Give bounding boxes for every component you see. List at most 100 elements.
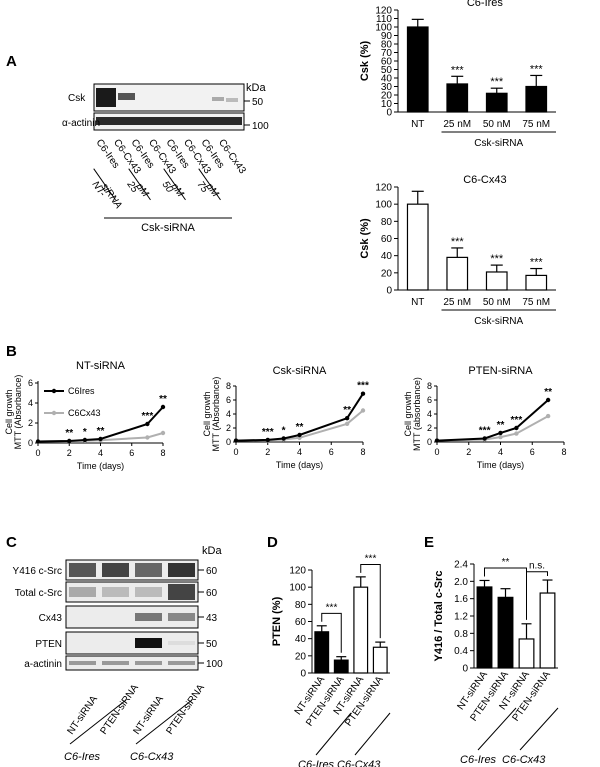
panel-label-c: C <box>6 534 17 551</box>
blot-c-group-line <box>69 699 127 745</box>
y-tick-label: 40 <box>381 251 393 262</box>
y-tick-label: 80 <box>295 600 307 611</box>
significance-label: ** <box>97 426 105 437</box>
data-point <box>265 437 270 443</box>
blot-c-kda: 60 <box>206 566 218 577</box>
blot-c-group-label: C6-Cx43 <box>130 751 174 763</box>
x-axis-label: Time (days) <box>477 460 524 470</box>
y-tick-label: 1.6 <box>454 594 468 605</box>
blot-c-band <box>69 563 96 577</box>
blot-c-group-label: C6-Ires <box>64 751 101 763</box>
series-line-c6cx43 <box>436 415 549 442</box>
chart-b-csk-sirna: 0 2 4 6 8 0 2 4 6 8 Csk-siRNA Time (days) Cell growt… <box>202 365 369 470</box>
x-tick-label: 75 nM <box>522 119 550 130</box>
y-axis-label: Y416 / Total c-Src <box>433 571 445 662</box>
bar <box>485 271 508 291</box>
y-tick-label: 4 <box>427 409 432 419</box>
bar <box>539 592 556 669</box>
y-tick-label: 100 <box>375 23 392 34</box>
blot-c-band <box>135 563 162 577</box>
data-point <box>35 439 41 444</box>
chart-b-pten-sirna: 0 2 4 6 8 0 2 4 6 8 PTEN-siRNA Time (days) Cell grow… <box>403 365 567 470</box>
blot-c-kda: 43 <box>206 613 218 624</box>
bar <box>314 631 330 674</box>
y-tick-label: 20 <box>295 651 307 662</box>
legend-label: C6Ires <box>68 386 95 396</box>
bar <box>518 638 535 669</box>
bar <box>525 274 548 291</box>
blot-a-group-underline <box>128 168 151 201</box>
chart-title: PTEN-siRNA <box>468 365 533 377</box>
data-point <box>160 404 166 410</box>
data-point <box>344 421 350 426</box>
blot-a-actinin-band <box>96 117 242 125</box>
y-tick-label: 2 <box>226 423 231 433</box>
x-tick-label: 8 <box>360 447 365 457</box>
y-tick-label: 0 <box>427 437 432 447</box>
blot-a-csk-band <box>212 97 224 101</box>
chart-title: C6-Ires <box>467 0 504 9</box>
x-tick-label: 0 <box>233 447 238 457</box>
legend-label: C6Cx43 <box>68 408 101 418</box>
y-tick-label: 90 <box>381 31 393 42</box>
significance-bracket <box>360 564 381 639</box>
y-tick-label: 0.4 <box>454 646 468 657</box>
y-tick-label: 20 <box>381 91 393 102</box>
blot-c: kDa Y416 c-Src 60 Total c-Src 60 Cx43 43 PTEN 5… <box>13 545 224 763</box>
significance-label: *** <box>490 76 504 88</box>
y-tick-label: 50 <box>381 65 393 76</box>
chart-a-c6-cx43: 0 20 40 60 80 100 120 C6-Cx43 Csk (%) NT *** 25 nM *… <box>359 174 556 327</box>
blot-c-band <box>69 661 96 665</box>
y-tick-label: 1.2 <box>454 612 468 623</box>
blot-c-band <box>135 661 162 665</box>
y-tick-label: 6 <box>226 395 231 405</box>
group-label: Csk-siRNA <box>474 316 523 327</box>
data-point <box>233 438 239 443</box>
blot-a-group-label: siRNA <box>99 181 124 211</box>
panel-label-e: E <box>424 534 434 551</box>
data-point <box>360 391 366 396</box>
y-tick-label: 110 <box>376 14 392 25</box>
data-point <box>514 431 519 436</box>
data-point <box>498 434 503 440</box>
y-axis-label: Cell growth <box>4 389 14 434</box>
blot-c-band <box>102 563 129 577</box>
y-tick-label: 120 <box>375 183 392 194</box>
significance-label: *** <box>479 426 491 437</box>
x-tick-label: 6 <box>329 447 334 457</box>
significance-label: *** <box>365 554 377 565</box>
y-tick-label: 0.8 <box>454 629 468 640</box>
y-tick-label: 40 <box>381 74 393 85</box>
blot-c-kda: 50 <box>206 639 218 650</box>
data-point <box>145 435 150 440</box>
significance-label: *** <box>511 415 523 426</box>
group-label: C6-Cx43 <box>502 754 546 766</box>
x-tick-label: 75 nM <box>522 297 550 308</box>
blot-c-band <box>102 587 129 597</box>
y-tick-label: 80 <box>381 40 393 51</box>
data-point <box>297 432 302 438</box>
x-tick-label: 4 <box>297 447 302 457</box>
significance-label: *** <box>451 236 465 248</box>
significance-label: *** <box>530 63 544 75</box>
legend-marker <box>51 388 57 394</box>
y-tick-label: 0 <box>226 437 231 447</box>
y-axis-label: Csk (%) <box>359 40 371 81</box>
blot-c-label: PTEN <box>35 639 62 650</box>
blot-c-kda-label: kDa <box>202 545 222 557</box>
blot-a-kda-actinin: 100 <box>252 121 269 132</box>
blot-c-lane-label: NT-siRNA <box>131 694 166 737</box>
x-tick-label: 0 <box>434 447 439 457</box>
y-tick-label: 2 <box>427 423 432 433</box>
data-point <box>434 438 440 443</box>
series-line-c6ires <box>235 393 364 442</box>
series-line-c6ires <box>436 399 549 442</box>
bar <box>476 586 493 669</box>
group-line <box>477 707 517 751</box>
x-tick-label: 50 nM <box>483 119 511 130</box>
chart-title: NT-siRNA <box>76 360 126 372</box>
y-tick-label: 2.0 <box>454 577 468 588</box>
data-point <box>145 421 150 427</box>
y-tick-label: 80 <box>381 217 393 228</box>
bar <box>446 83 469 113</box>
